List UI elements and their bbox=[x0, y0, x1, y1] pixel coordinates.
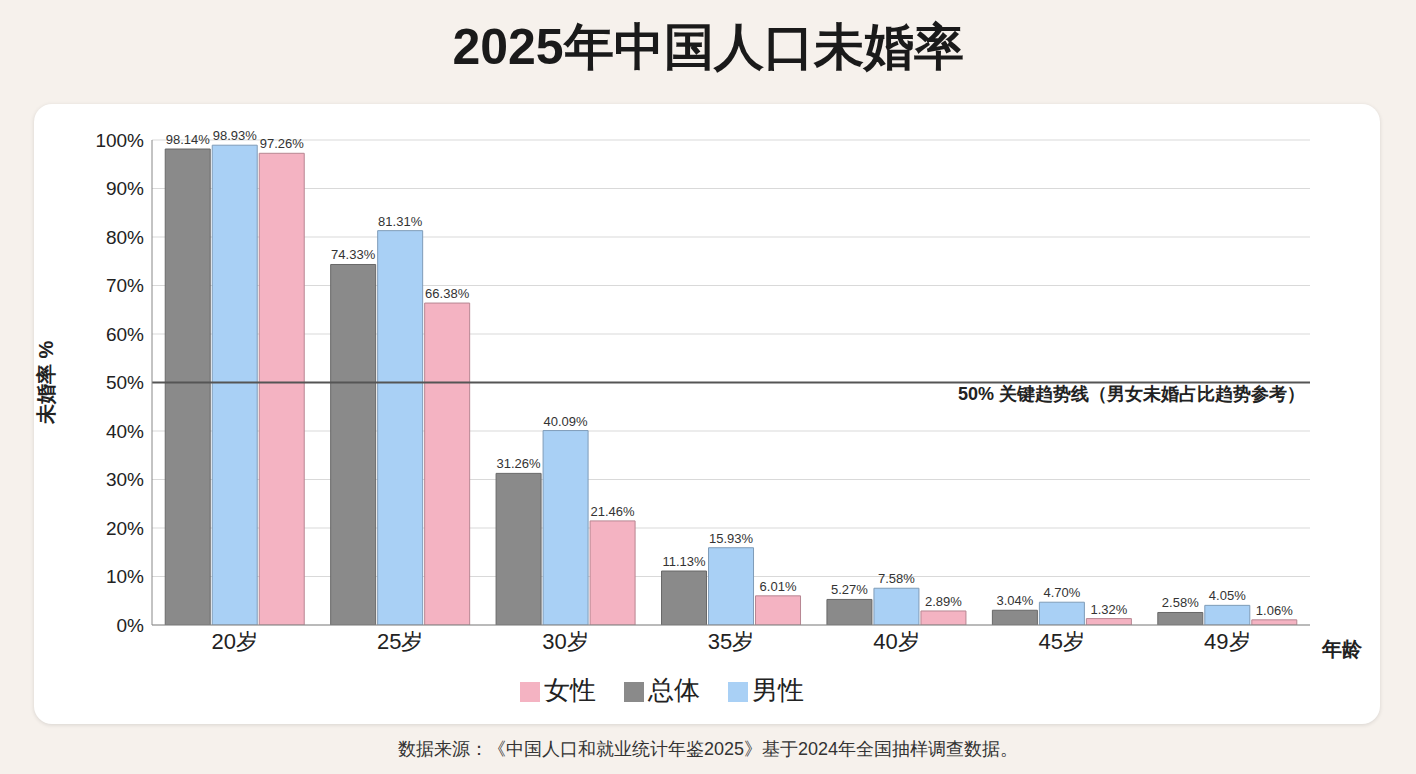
svg-text:98.93%: 98.93% bbox=[213, 128, 258, 143]
svg-text:98.14%: 98.14% bbox=[166, 132, 211, 147]
svg-text:3.04%: 3.04% bbox=[996, 593, 1033, 608]
svg-text:49岁: 49岁 bbox=[1204, 629, 1250, 654]
html-text:男性: 男性 bbox=[752, 675, 804, 705]
svg-text:90%: 90% bbox=[106, 178, 144, 199]
svg-text:6.01%: 6.01% bbox=[760, 579, 797, 594]
svg-text:10%: 10% bbox=[106, 566, 144, 587]
svg-text:4.05%: 4.05% bbox=[1209, 588, 1246, 603]
svg-text:100%: 100% bbox=[95, 130, 144, 151]
svg-text:40.09%: 40.09% bbox=[544, 414, 589, 429]
svg-text:30岁: 30岁 bbox=[542, 629, 588, 654]
svg-text:未婚率 %: 未婚率 % bbox=[35, 341, 57, 426]
svg-text:21.46%: 21.46% bbox=[591, 504, 636, 519]
svg-text:15.93%: 15.93% bbox=[709, 531, 754, 546]
svg-text:5.27%: 5.27% bbox=[831, 582, 868, 597]
svg-text:80%: 80% bbox=[106, 227, 144, 248]
svg-text:81.31%: 81.31% bbox=[378, 214, 423, 229]
svg-text:2.58%: 2.58% bbox=[1162, 595, 1199, 610]
svg-text:66.38%: 66.38% bbox=[425, 286, 470, 301]
svg-text:97.26%: 97.26% bbox=[260, 136, 305, 151]
svg-text:35岁: 35岁 bbox=[708, 629, 754, 654]
svg-text:11.13%: 11.13% bbox=[662, 554, 706, 569]
svg-text:60%: 60% bbox=[106, 324, 144, 345]
svg-text:25岁: 25岁 bbox=[377, 629, 423, 654]
svg-text:70%: 70% bbox=[106, 275, 144, 296]
svg-text:4.70%: 4.70% bbox=[1043, 585, 1080, 600]
html-text:总体: 总体 bbox=[648, 675, 700, 705]
svg-text:20岁: 20岁 bbox=[211, 629, 257, 654]
svg-text:40岁: 40岁 bbox=[873, 629, 919, 654]
svg-text:50%: 50% bbox=[106, 372, 144, 393]
svg-text:45岁: 45岁 bbox=[1039, 629, 1085, 654]
svg-text:50% 关键趋势线（男女未婚占比趋势参考）: 50% 关键趋势线（男女未婚占比趋势参考） bbox=[958, 384, 1305, 404]
html-text:女性: 女性 bbox=[544, 675, 596, 705]
svg-text:0%: 0% bbox=[117, 615, 145, 636]
html-text:2025年中国人口未婚率: 2025年中国人口未婚率 bbox=[452, 19, 964, 75]
svg-text:2.89%: 2.89% bbox=[925, 594, 962, 609]
svg-text:1.32%: 1.32% bbox=[1090, 602, 1127, 617]
svg-text:7.58%: 7.58% bbox=[878, 571, 915, 586]
svg-text:20%: 20% bbox=[106, 518, 144, 539]
svg-text:30%: 30% bbox=[106, 469, 144, 490]
svg-text:40%: 40% bbox=[106, 421, 144, 442]
svg-text:74.33%: 74.33% bbox=[331, 247, 376, 262]
svg-text:31.26%: 31.26% bbox=[497, 456, 542, 471]
svg-text:1.06%: 1.06% bbox=[1256, 603, 1293, 618]
svg-text:年龄: 年龄 bbox=[1321, 638, 1363, 660]
html-text:数据来源：《中国人口和就业统计年鉴2025》基于2024年全: 数据来源：《中国人口和就业统计年鉴2025》基于2024年全国抽样调查数据。 bbox=[398, 739, 1018, 759]
